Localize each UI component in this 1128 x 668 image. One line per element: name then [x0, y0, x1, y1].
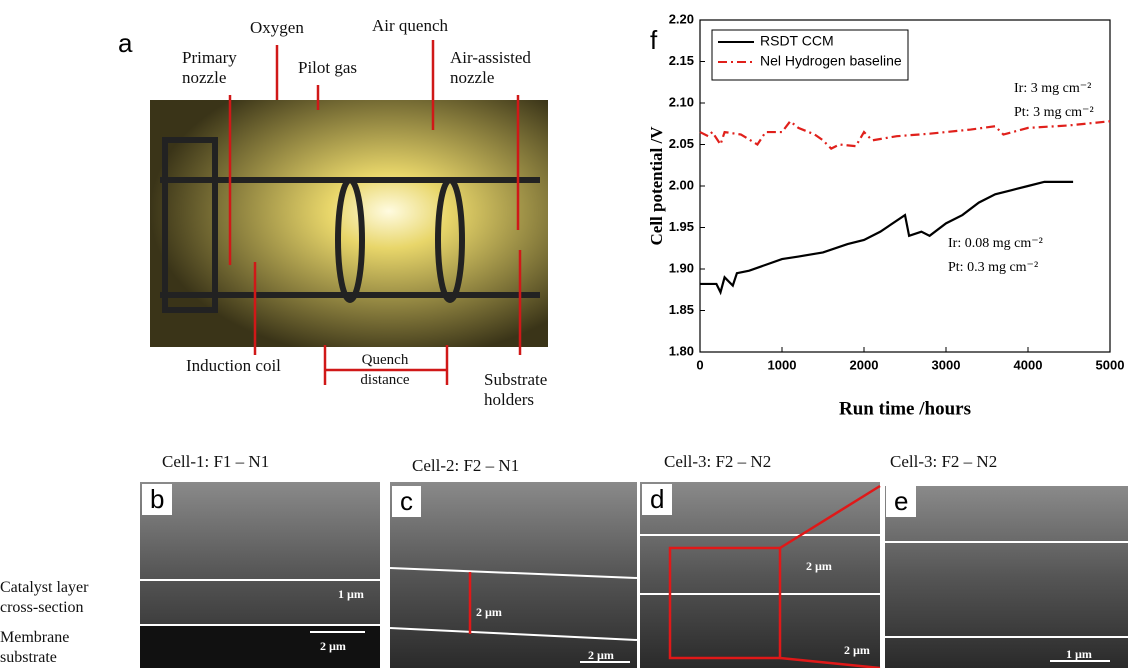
panel-letter: f: [650, 25, 658, 55]
line-series: [700, 121, 1110, 148]
x-axis-title: Run time /hours: [839, 398, 971, 419]
label: Induction coil: [186, 356, 281, 376]
panel-letter: c: [392, 486, 421, 517]
annotation: Ir: 3 mg cm⁻²: [1014, 81, 1091, 96]
y-tick-label: 1.95: [669, 219, 694, 234]
panel-letter: a: [118, 28, 132, 59]
scale-bar-label: 1 µm: [1066, 644, 1092, 664]
annotation: Pt: 3 mg cm⁻²: [1014, 105, 1094, 120]
y-tick-label: 1.80: [669, 343, 694, 358]
y-tick-label: 2.00: [669, 177, 694, 192]
layer-label: 1 µm: [338, 584, 364, 604]
annotation: Ir: 0.08 mg cm⁻²: [948, 236, 1043, 251]
y-tick-label: 2.05: [669, 136, 694, 151]
side-label: Membrane substrate: [0, 628, 110, 668]
panel-title: Cell-1: F1 – N1: [162, 452, 269, 472]
panel-title: Cell-3: F2 – N2: [890, 452, 997, 472]
label: Air-assisted nozzle: [450, 48, 550, 88]
y-axis-title: Cell potential /V: [647, 126, 666, 246]
panel-letter: b: [142, 484, 172, 515]
figure-canvas: 1.80 1.85 1.90 1.95 2.00 2.05 2.10 2.15 2.20 0 100…: [0, 0, 1128, 668]
y-tick-label: 2.15: [669, 53, 694, 68]
label: Pilot gas: [298, 58, 357, 78]
x-tick-label: 0: [696, 357, 703, 372]
panel-letter: e: [886, 486, 916, 517]
scale-bar-label: 2 µm: [588, 645, 614, 665]
label: Air quench: [372, 16, 448, 36]
y-tick-label: 2.10: [669, 94, 694, 109]
figure: 1.80 1.85 1.90 1.95 2.00 2.05 2.10 2.15 2.20 0 100…: [0, 0, 1128, 668]
side-label: Catalyst layer cross-section: [0, 578, 110, 618]
x-tick-label: 1000: [768, 357, 797, 372]
panel-title: Cell-2: F2 – N1: [412, 456, 519, 476]
chart-f: 1.80 1.85 1.90 1.95 2.00 2.05 2.10 2.15 2.20 0 100…: [647, 11, 1125, 419]
y-tick-label: 1.85: [669, 302, 694, 317]
annotation: Pt: 0.3 mg cm⁻²: [948, 260, 1038, 275]
y-tick-label: 2.20: [669, 11, 694, 26]
x-tick-label: 3000: [932, 357, 961, 372]
y-tick-label: 1.90: [669, 260, 694, 275]
legend-label: RSDT CCM: [760, 33, 834, 49]
x-tick-label: 5000: [1096, 357, 1125, 372]
label: Substrate holders: [484, 370, 574, 410]
x-tick-label: 4000: [1014, 357, 1043, 372]
x-tick-label: 2000: [850, 357, 879, 372]
panel-letter: d: [642, 484, 672, 515]
scale-bar-label: 2 µm: [844, 640, 870, 660]
scale-bar-label: 2 µm: [320, 636, 346, 656]
label: Oxygen: [250, 18, 304, 38]
legend-label: Nel Hydrogen baseline: [760, 53, 902, 69]
label: Primary nozzle: [182, 48, 262, 88]
layer-label: 2 µm: [806, 556, 832, 576]
panel-title: Cell-3: F2 – N2: [664, 452, 771, 472]
layer-label: 2 µm: [476, 602, 502, 622]
label: Quench distance: [345, 350, 425, 390]
